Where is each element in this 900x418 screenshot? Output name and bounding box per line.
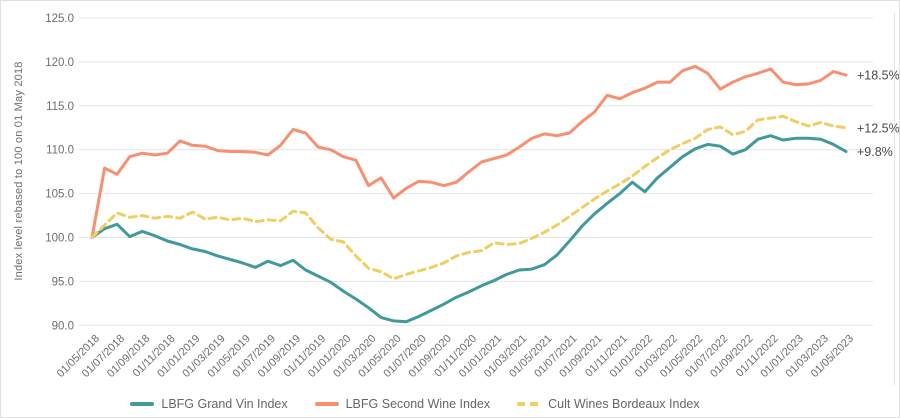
y-tick-label: 95.0 <box>52 276 74 288</box>
annotation-label: +18.5% <box>857 69 899 83</box>
x-axis-tick-labels: 01/05/201801/07/201801/09/201801/11/2018… <box>55 333 856 380</box>
grand-vin-line-swatch-icon <box>130 402 155 406</box>
second-wine-line-swatch-icon <box>314 402 339 406</box>
legend-item-cult-wines: Cult Wines Bordeaux Index <box>517 397 700 411</box>
legend-label: Cult Wines Bordeaux Index <box>548 397 700 411</box>
y-axis-tick-labels: 90.0 95.0 100.0 105.0 110.0 115.0 120.0 125.0 <box>45 13 74 332</box>
legend-label: LBFG Second Wine Index <box>345 397 491 411</box>
y-tick-label: 100.0 <box>45 233 74 245</box>
legend-item-second-wine: LBFG Second Wine Index <box>314 397 491 411</box>
y-axis-title: Index level rebased to 100 on 01 May 201… <box>13 61 25 280</box>
y-tick-label: 115.0 <box>46 101 74 113</box>
y-tick-label: 90.0 <box>52 320 74 332</box>
annotation-label: +12.5% <box>857 121 899 135</box>
series-line-cult-wines-bordeaux-index <box>90 114 848 281</box>
y-tick-label: 105.0 <box>45 189 74 201</box>
legend-item-grand-vin: LBFG Grand Vin Index <box>130 397 288 411</box>
series-line-lbfg-second-wine-index <box>90 64 848 239</box>
y-tick-label: 110.0 <box>46 145 74 157</box>
gridlines <box>79 17 873 326</box>
y-tick-label: 125.0 <box>45 13 74 25</box>
series-lines <box>90 64 848 324</box>
chart-legend: LBFG Grand Vin Index LBFG Second Wine In… <box>1 397 829 411</box>
legend-label: LBFG Grand Vin Index <box>161 397 288 411</box>
y-tick-label: 120.0 <box>45 57 74 69</box>
cult-wines-dashed-swatch-icon <box>517 402 542 406</box>
annotation-label: +9.8% <box>857 145 893 159</box>
annotations: +18.5% +12.5% +9.8% <box>857 69 899 159</box>
series-line-lbfg-grand-vin-index <box>90 134 848 324</box>
